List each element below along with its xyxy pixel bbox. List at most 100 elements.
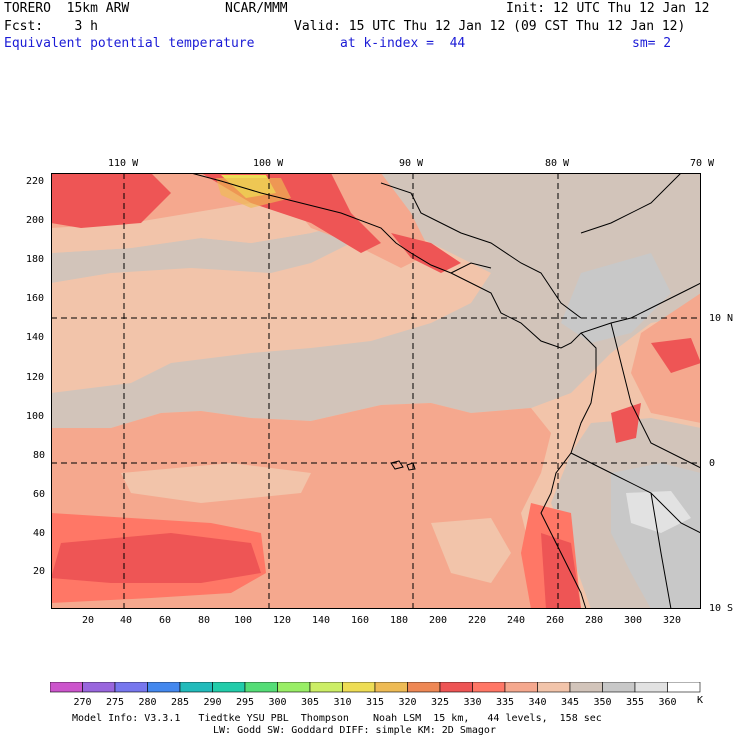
colorbar-label: 290 <box>203 697 221 708</box>
center-label: NCAR/MMM <box>225 1 288 16</box>
x-tick: 20 <box>82 615 95 626</box>
field-red-region <box>651 338 701 373</box>
field-red-region <box>51 533 261 583</box>
colorbar-swatch <box>472 682 506 693</box>
colorbar-label: 315 <box>366 697 384 708</box>
y-tick: 20 <box>33 566 46 577</box>
x-tick: 60 <box>159 615 172 626</box>
colorbar-label: 345 <box>561 697 579 708</box>
colorbar-label: 330 <box>463 697 481 708</box>
border-line <box>450 262 492 274</box>
colorbar-label: 320 <box>398 697 416 708</box>
theta-e-map <box>51 173 701 609</box>
colorbar-swatch <box>634 682 668 693</box>
colorbar-label: 360 <box>658 697 676 708</box>
init-time: Init: 12 UTC Thu 12 Jan 12 <box>506 1 710 16</box>
colorbar-label: 310 <box>333 697 351 708</box>
field-red-region <box>391 233 461 273</box>
colorbar-swatch <box>374 682 408 693</box>
x-tick: 300 <box>624 615 643 626</box>
valid-time: Valid: 15 UTC Thu 12 Jan 12 (09 CST Thu … <box>294 19 686 34</box>
field-tan-region <box>431 518 511 583</box>
field-red-region <box>541 533 581 609</box>
y-tick: 140 <box>26 332 45 343</box>
colorbar-label: 280 <box>138 697 156 708</box>
field-grey-region <box>51 223 371 283</box>
field-grey-region <box>561 253 671 343</box>
coastline-caribbean <box>380 182 582 319</box>
field-name: Equivalent potential temperature <box>4 36 255 51</box>
forecast-hour: Fcst: 3 h <box>4 19 98 34</box>
y-tick: 160 <box>26 293 45 304</box>
field-red-region <box>611 403 641 443</box>
colorbar-label: 340 <box>528 697 546 708</box>
lon-label: 70 W <box>690 158 715 169</box>
colorbar-label: 300 <box>268 697 286 708</box>
colorbar-swatch <box>342 682 376 693</box>
grid-lines <box>51 173 701 609</box>
colorbar-swatch <box>277 682 311 693</box>
field-tan-region <box>121 463 311 503</box>
x-tick: 240 <box>507 615 526 626</box>
plot-frame <box>51 173 701 609</box>
x-tick: 280 <box>585 615 604 626</box>
y-tick: 60 <box>33 489 46 500</box>
model-title: TORERO 15km ARW <box>4 1 130 16</box>
y-tick: 120 <box>26 372 45 383</box>
x-tick: 140 <box>312 615 331 626</box>
x-tick: 220 <box>468 615 487 626</box>
coastline-mexico <box>190 173 412 254</box>
colorbar-swatch <box>82 682 116 693</box>
x-tick: 200 <box>429 615 448 626</box>
physics-info: LW: Godd SW: Goddard DIFF: simple KM: 2D… <box>213 725 496 736</box>
field-red-region <box>51 173 171 228</box>
colorbar-label: 270 <box>73 697 91 708</box>
colorbar-label: 350 <box>593 697 611 708</box>
colorbar-swatch <box>667 682 701 693</box>
lat-label: 10 N <box>709 313 734 324</box>
y-tick: 80 <box>33 450 46 461</box>
lat-label: 0 <box>709 458 716 469</box>
colorbar-label: 275 <box>106 697 124 708</box>
colorbar-swatch <box>569 682 603 693</box>
y-tick: 40 <box>33 528 46 539</box>
colorbar: 270 275 280 285 290 295 300 305 310 315 320 325 330 3… <box>50 682 701 708</box>
level-label: at k-index = 44 <box>340 36 466 51</box>
colorbar-swatch <box>179 682 213 693</box>
y-tick: 180 <box>26 254 45 265</box>
coastline-south-america <box>540 332 597 609</box>
colorbar-unit: K <box>697 695 704 706</box>
colorbar-swatch <box>439 682 473 693</box>
x-tick: 260 <box>546 615 565 626</box>
y-tick: 220 <box>26 176 45 187</box>
y-tick: 200 <box>26 215 45 226</box>
x-tick: 180 <box>390 615 409 626</box>
x-tick: 100 <box>234 615 253 626</box>
lon-label: 100 W <box>253 158 284 169</box>
colorbar-label: 335 <box>496 697 514 708</box>
colorbar-swatch <box>147 682 181 693</box>
colorbar-label: 355 <box>626 697 644 708</box>
field-tan-region <box>51 208 311 253</box>
x-tick: 40 <box>120 615 133 626</box>
colorbar-label: 295 <box>236 697 254 708</box>
x-tick: 160 <box>351 615 370 626</box>
lon-label: 110 W <box>108 158 139 169</box>
x-tick: 320 <box>663 615 682 626</box>
colorbar-swatch <box>504 682 538 693</box>
lon-label: 90 W <box>399 158 424 169</box>
colorbar-swatch <box>309 682 343 693</box>
border-line <box>580 173 682 234</box>
border-line <box>650 492 672 609</box>
colorbar-swatch <box>602 682 636 693</box>
smoothing-label: sm= 2 <box>632 36 672 51</box>
border-line <box>610 322 701 469</box>
colorbar-swatch <box>50 682 83 693</box>
colorbar-label: 305 <box>301 697 319 708</box>
island-galapagos <box>390 460 416 471</box>
y-tick: 100 <box>26 411 45 422</box>
x-tick: 80 <box>198 615 211 626</box>
colorbar-label: 325 <box>431 697 449 708</box>
coastline-central-america <box>410 252 701 349</box>
coastlines <box>190 173 701 609</box>
